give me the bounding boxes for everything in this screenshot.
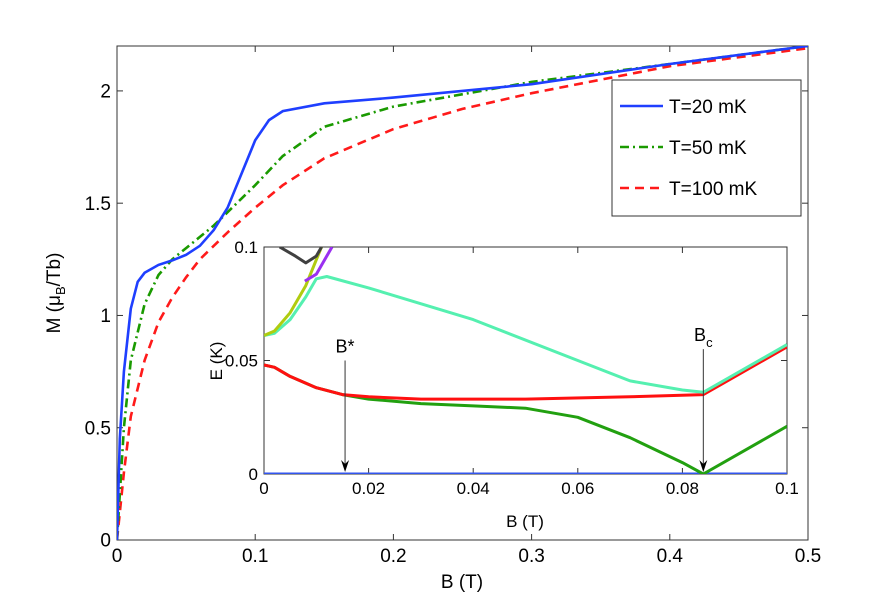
x-tick-label: 0 xyxy=(112,546,123,567)
legend-label: T=100 mK xyxy=(669,179,758,200)
inset-y-tick-label: 0 xyxy=(249,465,258,484)
x-tick-label: 0.3 xyxy=(518,546,544,567)
y-tick-label: 0 xyxy=(100,531,111,552)
inset-x-tick-label: 0.04 xyxy=(457,479,490,498)
y-tick-label: 0.5 xyxy=(85,418,111,439)
annotation-label: B* xyxy=(336,337,355,357)
inset-x-tick-label: 0.08 xyxy=(666,479,699,498)
inset-x-tick-label: 0.06 xyxy=(561,479,594,498)
x-tick-label: 0.4 xyxy=(657,546,684,567)
annotation-arrowhead xyxy=(699,460,708,472)
inset-y-tick-label: 0.1 xyxy=(234,238,258,257)
annotation-arrowhead xyxy=(341,460,350,472)
inset-level-3-line xyxy=(264,275,787,394)
inset-level-4-line xyxy=(264,247,323,337)
inset-x-tick-label: 0.02 xyxy=(352,479,385,498)
x-axis-label: B (T) xyxy=(441,572,483,593)
annotation-label-sub: c xyxy=(706,335,713,350)
inset-level-2-line xyxy=(264,345,787,401)
y-axis-label: M (μB/Tb) xyxy=(44,253,68,334)
series-line-t-20-mk xyxy=(117,46,808,540)
inset-level-6-line xyxy=(278,247,323,265)
x-tick-label: 0.5 xyxy=(795,546,821,567)
inset-x-tick-label: 0 xyxy=(259,479,268,498)
y-tick-label: 1.5 xyxy=(85,194,111,215)
inset-y-axis-label: E (K) xyxy=(207,342,226,381)
inset-y-tick-label: 0.05 xyxy=(225,351,258,370)
series-line-t-100-mk xyxy=(117,46,808,540)
inset-level-5-line xyxy=(304,247,334,283)
inset-plot-area xyxy=(263,246,788,475)
y-tick-label: 1 xyxy=(100,306,111,327)
annotation-label-main: B* xyxy=(336,337,355,357)
inset-x-tick-label: 0.1 xyxy=(775,479,799,498)
y-tick-label: 2 xyxy=(100,82,111,103)
x-tick-label: 0.2 xyxy=(380,546,406,567)
legend-label: T=20 mK xyxy=(669,97,747,118)
series-line-t-50-mk xyxy=(117,46,808,540)
legend: T=20 mK T=50 mK T=100 mK xyxy=(611,79,802,217)
x-tick-label: 0.1 xyxy=(242,546,268,567)
legend-label: T=50 mK xyxy=(669,138,747,159)
inset-x-axis-label: B (T) xyxy=(506,512,544,531)
annotation-label: Bc xyxy=(694,325,713,350)
inset-plot: 0 0.02 0.04 0.06 0.08 0.1 0 0.05 0.1 B* Bc xyxy=(225,238,799,498)
annotation-label-main: B xyxy=(694,325,706,345)
